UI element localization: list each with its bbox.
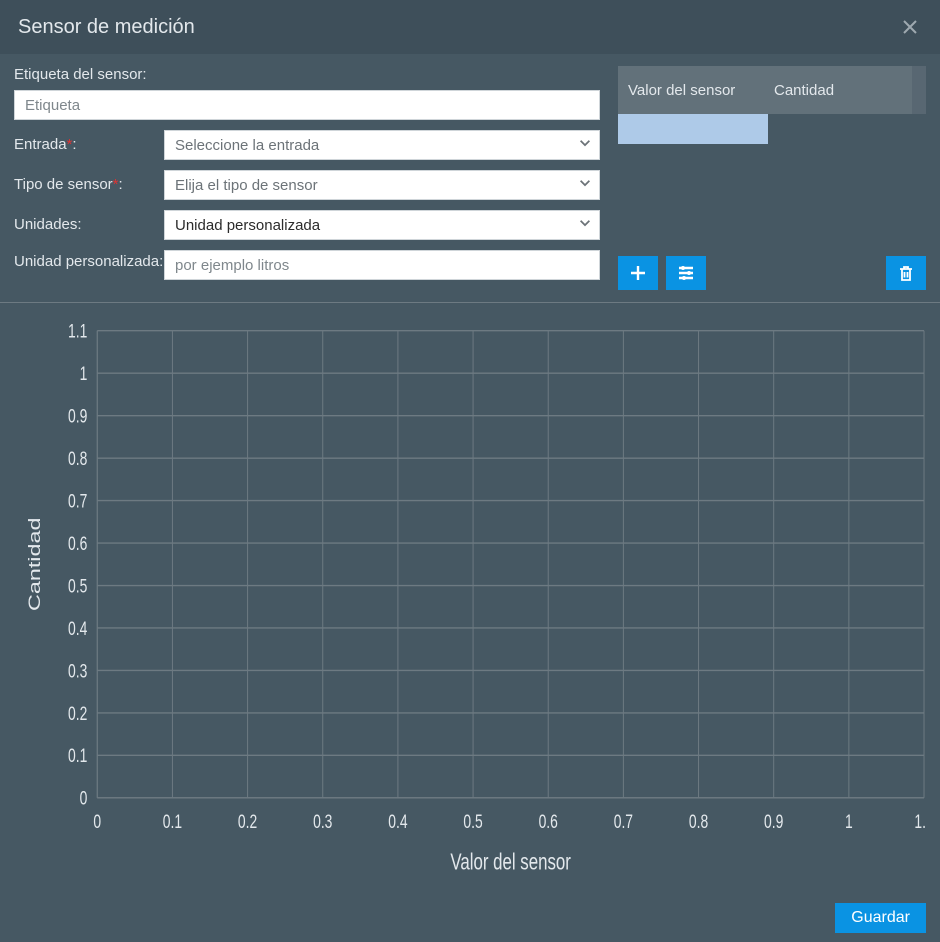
- svg-text:0.1: 0.1: [163, 811, 182, 833]
- svg-text:0.2: 0.2: [238, 811, 257, 833]
- table-actions: [618, 248, 926, 290]
- row-customunit: Unidad personalizada:: [14, 250, 600, 280]
- table-col-sensor-value[interactable]: Valor del sensor: [618, 82, 768, 99]
- table-header: Valor del sensor Cantidad: [618, 66, 926, 114]
- table-body[interactable]: [618, 114, 926, 248]
- save-button[interactable]: Guardar: [835, 903, 926, 933]
- svg-text:1: 1: [845, 811, 853, 833]
- input-select[interactable]: Seleccione la entrada: [164, 130, 600, 160]
- svg-text:0.7: 0.7: [68, 490, 87, 512]
- svg-text:0.9: 0.9: [68, 405, 87, 427]
- svg-text:0.6: 0.6: [539, 811, 558, 833]
- sensor-label-input[interactable]: [14, 90, 600, 120]
- label-sensortype: Tipo de sensor*:: [14, 176, 164, 194]
- svg-text:0.5: 0.5: [463, 811, 482, 833]
- form-panel: Etiqueta del sensor: Entrada*: Seleccion…: [14, 66, 600, 290]
- titlebar: Sensor de medición: [0, 0, 940, 54]
- label-units: Unidades:: [14, 216, 164, 234]
- svg-text:1: 1: [80, 363, 88, 385]
- customunit-input[interactable]: [164, 250, 600, 280]
- units-select-wrap: Unidad personalizada: [164, 210, 600, 240]
- table-panel: Valor del sensor Cantidad: [618, 66, 926, 290]
- dialog-title: Sensor de medición: [18, 16, 195, 39]
- svg-text:0.4: 0.4: [68, 618, 87, 640]
- footer: Guardar: [0, 894, 940, 942]
- sliders-icon: [676, 263, 696, 283]
- row-units: Unidades: Unidad personalizada: [14, 210, 600, 240]
- table-col-quantity[interactable]: Cantidad: [768, 82, 912, 99]
- svg-text:0.5: 0.5: [68, 575, 87, 597]
- svg-text:0.3: 0.3: [68, 660, 87, 682]
- row-input: Entrada*: Seleccione la entrada: [14, 130, 600, 160]
- svg-text:Cantidad: Cantidad: [26, 518, 44, 611]
- svg-text:0.4: 0.4: [388, 811, 407, 833]
- svg-text:0.2: 0.2: [68, 703, 87, 725]
- svg-text:1.1: 1.1: [914, 811, 926, 833]
- sensor-dialog: Sensor de medición Etiqueta del sensor: …: [0, 0, 940, 942]
- label-sensortype-colon: :: [119, 176, 123, 193]
- row-sensor-label: Etiqueta del sensor:: [14, 66, 600, 120]
- label-sensor-label: Etiqueta del sensor:: [14, 66, 600, 84]
- calibration-chart: 0 0.1 0.2 0.3 0.4 0.5 0.6 0.7 0.8 0.9 1 1.1 0 0.1 0.2 0…: [14, 317, 926, 894]
- label-input-text: Entrada: [14, 136, 67, 153]
- plus-icon: [628, 263, 648, 283]
- svg-text:0: 0: [93, 811, 101, 833]
- sensortype-select-wrap: Elija el tipo de sensor: [164, 170, 600, 200]
- label-input: Entrada*:: [14, 136, 164, 154]
- input-select-wrap: Seleccione la entrada: [164, 130, 600, 160]
- svg-text:Valor del sensor: Valor del sensor: [450, 850, 571, 875]
- row-sensortype: Tipo de sensor*: Elija el tipo de sensor: [14, 170, 600, 200]
- svg-text:0.3: 0.3: [313, 811, 332, 833]
- label-sensortype-text: Tipo de sensor: [14, 176, 113, 193]
- sensortype-select[interactable]: Elija el tipo de sensor: [164, 170, 600, 200]
- chart-area: 0 0.1 0.2 0.3 0.4 0.5 0.6 0.7 0.8 0.9 1 1.1 0 0.1 0.2 0…: [0, 303, 940, 894]
- table-row[interactable]: [618, 114, 768, 144]
- svg-text:0.8: 0.8: [68, 448, 87, 470]
- label-customunit: Unidad personalizada:: [14, 250, 164, 271]
- upper-panel: Etiqueta del sensor: Entrada*: Seleccion…: [0, 54, 940, 290]
- units-select[interactable]: Unidad personalizada: [164, 210, 600, 240]
- svg-text:1.1: 1.1: [68, 320, 87, 342]
- close-button[interactable]: [898, 15, 922, 39]
- table-scroll-gutter: [912, 66, 926, 114]
- svg-text:0: 0: [80, 788, 88, 810]
- trash-icon: [896, 263, 916, 283]
- close-icon: [902, 19, 918, 35]
- svg-text:0.1: 0.1: [68, 745, 87, 767]
- svg-text:0.8: 0.8: [689, 811, 708, 833]
- svg-text:0.6: 0.6: [68, 533, 87, 555]
- svg-text:0.9: 0.9: [764, 811, 783, 833]
- add-row-button[interactable]: [618, 256, 658, 290]
- delete-row-button[interactable]: [886, 256, 926, 290]
- label-input-colon: :: [72, 136, 76, 153]
- svg-text:0.7: 0.7: [614, 811, 633, 833]
- settings-button[interactable]: [666, 256, 706, 290]
